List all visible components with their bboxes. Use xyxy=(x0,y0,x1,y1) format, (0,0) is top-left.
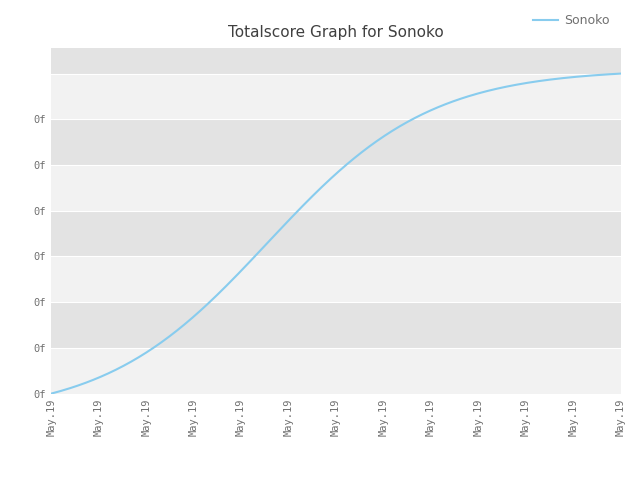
Bar xyxy=(51,302,621,348)
Bar xyxy=(51,48,621,73)
Bar xyxy=(51,120,621,165)
Bar xyxy=(51,211,621,256)
Bar xyxy=(51,73,621,120)
Bar xyxy=(51,165,621,211)
Legend: Sonoko: Sonoko xyxy=(528,9,614,32)
Title: Totalscore Graph for Sonoko: Totalscore Graph for Sonoko xyxy=(228,25,444,40)
Bar xyxy=(51,256,621,302)
Bar xyxy=(51,348,621,394)
